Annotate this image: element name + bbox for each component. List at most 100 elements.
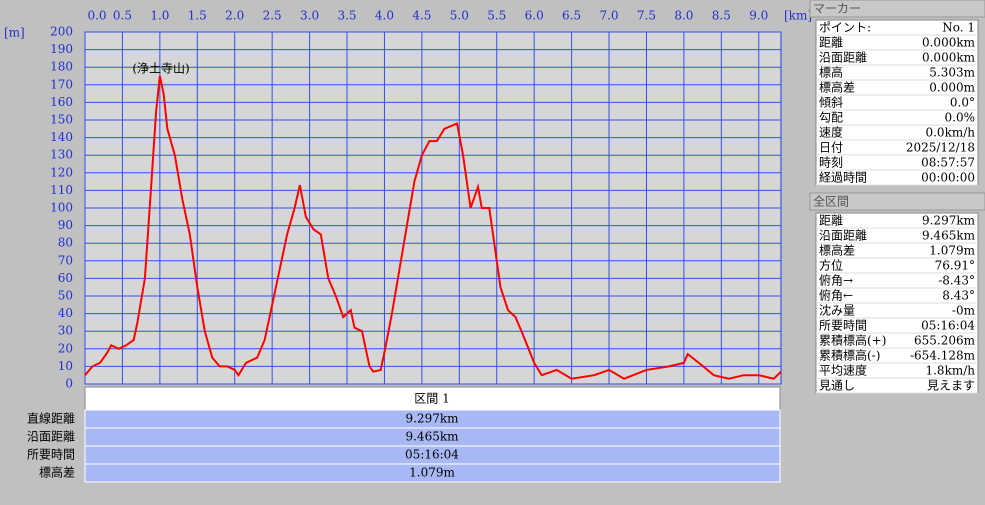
panel-label: 標高 (819, 65, 843, 80)
elevation-line (84, 75, 782, 380)
section-row (84, 463, 781, 483)
panel-label: 所要時間 (819, 319, 867, 333)
x-tick-label: 3.5 (337, 9, 356, 23)
panel-value: -8.43° (938, 274, 975, 288)
panel-label: 見通し (819, 379, 855, 393)
panel-value: 08:57:57 (921, 156, 975, 170)
y-tick-label: 200 (50, 25, 73, 39)
x-tick-label: 5.0 (450, 9, 469, 23)
y-tick-label: 40 (58, 306, 73, 320)
x-unit: [km] (784, 9, 812, 23)
section-label: 所要時間 (27, 448, 75, 462)
panel-label: 勾配 (819, 111, 843, 125)
x-tick-label: 0.5 (113, 9, 132, 23)
panel-body (815, 19, 979, 186)
section-value: 1.079m (409, 466, 455, 480)
panel-value: No. 1 (942, 21, 975, 35)
panel-value: 00:00:00 (921, 171, 975, 185)
x-tick-label: 0.0 (87, 9, 106, 23)
section-label: 直線距離 (27, 411, 75, 426)
panel-value: 655.206m (914, 334, 976, 348)
x-tick-label: 4.5 (412, 9, 431, 23)
x-tick-label: 7.0 (599, 9, 618, 23)
x-tick-label: 2.5 (263, 9, 282, 23)
panel-value: 0.0° (950, 96, 975, 110)
panel-value: 05:16:04 (921, 319, 975, 333)
panel-value: -0m (952, 304, 976, 318)
panel-value: 0.0% (945, 111, 976, 125)
y-tick-label: 60 (58, 271, 73, 285)
panel-label: 平均速度 (819, 363, 867, 378)
panel-label: 標高差 (819, 80, 855, 95)
panel-value: 76.91° (935, 259, 975, 273)
y-unit: [m] (4, 26, 25, 40)
panel-label: 沿面距離 (819, 51, 867, 65)
panel-label: 時刻 (819, 156, 843, 170)
panel-value: 0.000km (922, 36, 976, 50)
panel-value: 8.43° (942, 289, 975, 303)
y-tick-label: 70 (58, 253, 73, 267)
section-header-text: 区間 1 (414, 392, 449, 406)
annotation: (浄土寺山) (132, 62, 189, 76)
panel-label: 方位 (819, 258, 843, 273)
y-tick-label: 90 (58, 218, 73, 232)
panel-title-bar (809, 192, 985, 211)
y-tick-label: 120 (50, 165, 73, 179)
section-value: 9.297km (405, 412, 459, 426)
panel-title: マーカー (813, 2, 861, 16)
x-tick-label: 3.0 (300, 9, 319, 23)
y-tick-label: 30 (58, 324, 73, 338)
x-tick-label: 1.5 (188, 9, 207, 23)
y-tick-label: 80 (58, 236, 73, 250)
x-tick-label: 5.5 (487, 9, 506, 23)
panel-value: 1.079m (929, 244, 975, 258)
x-tick-label: 4.0 (375, 9, 394, 23)
x-tick-label: 8.5 (712, 9, 731, 23)
panel-label: 距離 (819, 214, 843, 228)
y-tick-label: 100 (50, 201, 73, 215)
panel-value: 9.297km (922, 214, 976, 228)
x-tick-label: 9.0 (749, 9, 768, 23)
panel-title-bar (809, 0, 985, 18)
y-tick-label: 20 (58, 341, 73, 355)
x-tick-label: 2.0 (225, 9, 244, 23)
section-label: 沿面距離 (27, 430, 75, 444)
panel-value: 0.000km (922, 51, 976, 65)
panel-label: 俯角→ (819, 273, 853, 288)
panel-value: -654.128m (910, 349, 976, 363)
panel-value: 0.0km/h (925, 126, 975, 140)
panel-value: 見えます (927, 379, 975, 393)
section-label: 標高差 (39, 465, 75, 480)
y-tick-label: 130 (50, 148, 73, 162)
section-value: 05:16:04 (405, 448, 459, 462)
y-tick-label: 110 (50, 183, 73, 197)
panel-label: 傾斜 (819, 96, 843, 110)
panel-value: 9.465km (922, 229, 976, 243)
y-tick-label: 0 (65, 377, 73, 391)
panel-value: 5.303m (929, 66, 975, 80)
y-tick-label: 140 (50, 130, 73, 144)
section-value: 9.465km (405, 430, 459, 444)
y-tick-label: 50 (58, 289, 73, 303)
panel-label: ポイント: (819, 21, 871, 35)
panel-label: 速度 (819, 125, 843, 140)
x-tick-label: 8.0 (674, 9, 693, 23)
panel-label: 累積標高(-) (819, 348, 880, 363)
panel-label: 経過時間 (819, 171, 867, 185)
x-tick-label: 6.0 (525, 9, 544, 23)
y-tick-label: 10 (58, 359, 73, 373)
panel-value: 0.000m (929, 81, 975, 95)
panel-label: 沈み量 (819, 303, 855, 318)
x-tick-label: 1.0 (150, 9, 169, 23)
x-tick-label: 6.5 (562, 9, 581, 23)
y-tick-label: 190 (50, 42, 73, 56)
panel-title: 全区間 (813, 194, 849, 209)
panel-value: 2025/12/18 (906, 141, 975, 155)
x-tick-label: 7.5 (637, 9, 656, 23)
panel-label: 沿面距離 (819, 229, 867, 243)
panel-value: 1.8km/h (925, 364, 975, 378)
y-tick-label: 170 (50, 77, 73, 91)
panel-label: 日付 (819, 141, 843, 155)
